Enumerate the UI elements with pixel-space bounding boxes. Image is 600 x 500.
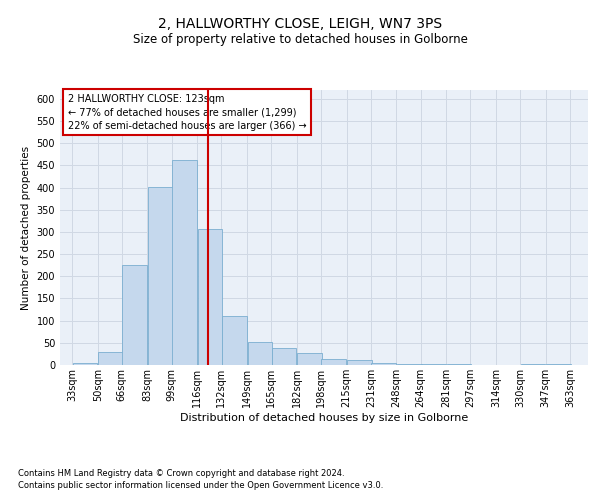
Bar	[222, 316, 247, 365]
Bar	[98, 352, 123, 365]
X-axis label: Distribution of detached houses by size in Golborne: Distribution of detached houses by size …	[180, 412, 468, 422]
Text: Contains public sector information licensed under the Open Government Licence v3: Contains public sector information licen…	[18, 481, 383, 490]
Bar	[371, 363, 396, 365]
Bar	[546, 364, 571, 365]
Bar	[148, 187, 173, 365]
Bar	[421, 364, 446, 365]
Bar	[521, 364, 545, 365]
Bar	[248, 342, 272, 365]
Bar	[172, 160, 197, 365]
Text: Size of property relative to detached houses in Golborne: Size of property relative to detached ho…	[133, 32, 467, 46]
Bar	[73, 363, 97, 365]
Bar	[272, 348, 296, 365]
Bar	[347, 360, 372, 365]
Bar	[122, 265, 147, 365]
Bar	[322, 359, 346, 365]
Text: Contains HM Land Registry data © Crown copyright and database right 2024.: Contains HM Land Registry data © Crown c…	[18, 468, 344, 477]
Bar	[446, 364, 472, 365]
Bar	[198, 229, 223, 365]
Bar	[397, 364, 422, 365]
Y-axis label: Number of detached properties: Number of detached properties	[21, 146, 31, 310]
Bar	[297, 354, 322, 365]
Text: 2, HALLWORTHY CLOSE, LEIGH, WN7 3PS: 2, HALLWORTHY CLOSE, LEIGH, WN7 3PS	[158, 18, 442, 32]
Text: 2 HALLWORTHY CLOSE: 123sqm
← 77% of detached houses are smaller (1,299)
22% of s: 2 HALLWORTHY CLOSE: 123sqm ← 77% of deta…	[68, 94, 307, 130]
